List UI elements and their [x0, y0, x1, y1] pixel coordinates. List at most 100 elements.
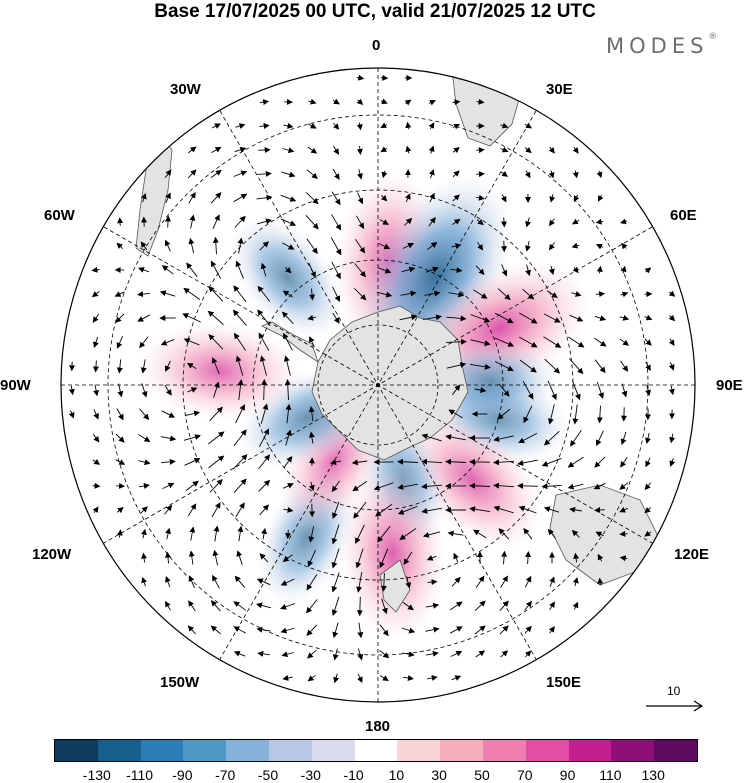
wind-vector-396 — [619, 530, 628, 537]
wind-vector-479 — [379, 649, 390, 659]
wind-vector-466 — [401, 627, 416, 634]
colorbar-tick-label: 50 — [474, 767, 490, 783]
wind-vector-230 — [446, 362, 467, 369]
wind-vector-154 — [137, 291, 151, 298]
wind-vector-296 — [543, 430, 560, 446]
wind-vector-399 — [164, 551, 171, 564]
wind-vector-58 — [476, 171, 485, 178]
wind-vector-277 — [596, 405, 603, 424]
wind-vector-61 — [548, 170, 555, 179]
wind-vector-303 — [115, 459, 126, 465]
wind-vector-197 — [619, 314, 630, 321]
wind-vector-188 — [399, 314, 418, 321]
antarctic-peninsula — [261, 321, 319, 363]
wind-vector-40 — [476, 147, 485, 154]
wind-vector-167 — [448, 291, 465, 298]
wind-vector-19 — [332, 122, 340, 130]
wind-vector-383 — [308, 526, 315, 543]
wind-vector-131 — [161, 265, 174, 275]
wind-vector-71 — [305, 192, 319, 205]
colorbar-swatch-2 — [97, 740, 141, 761]
colorbar-swatch-12 — [525, 740, 569, 761]
wind-vector-349 — [619, 482, 629, 490]
wind-vector-112 — [259, 241, 270, 251]
wind-vector-483 — [475, 650, 486, 658]
wind-vector-14 — [211, 123, 221, 129]
wind-vector-203 — [160, 338, 175, 346]
wind-vector-79 — [500, 194, 507, 203]
wind-vector-290 — [308, 431, 315, 444]
colorbar-swatch-4 — [183, 740, 227, 761]
wind-vector-53 — [357, 169, 363, 180]
wind-vector-7 — [332, 98, 340, 105]
wind-vector-196 — [594, 315, 607, 321]
wind-vector-433 — [475, 575, 485, 588]
wind-vector-130 — [138, 267, 150, 273]
wind-vector-456 — [572, 601, 579, 610]
wind-vector-473 — [233, 650, 246, 657]
polar-stereographic-map[interactable] — [0, 0, 750, 740]
wind-vector-452 — [474, 600, 486, 612]
wind-vector-446 — [331, 596, 340, 616]
wind-vector-356 — [211, 502, 221, 518]
wind-vector-126 — [595, 243, 604, 250]
wind-vector-418 — [619, 555, 628, 562]
wind-vector-247 — [237, 379, 244, 400]
wind-vector-493 — [451, 675, 462, 681]
wind-vector-240 — [68, 385, 75, 396]
wind-vector-228 — [259, 355, 267, 376]
wind-vector-261 — [93, 409, 99, 420]
wind-vector-316 — [421, 458, 443, 465]
wind-vector-4 — [259, 99, 270, 106]
wind-vector-284 — [160, 435, 177, 442]
wind-vector-405 — [307, 549, 317, 568]
wind-vector-409 — [403, 551, 413, 565]
wind-vector-283 — [138, 434, 151, 443]
wind-vector-92 — [305, 214, 319, 230]
wind-vector-329 — [139, 483, 150, 489]
wind-vector-307 — [208, 455, 225, 469]
wind-vector-30 — [234, 146, 247, 153]
wind-vector-18 — [307, 123, 317, 129]
wind-vector-288 — [259, 428, 270, 448]
wind-vector-392 — [523, 528, 533, 540]
wind-vector-421 — [188, 575, 195, 588]
wind-vector-193 — [519, 312, 538, 324]
wind-vector-401 — [212, 549, 219, 566]
wind-vector-248 — [261, 379, 268, 401]
wind-vector-327 — [92, 482, 101, 489]
wind-vector-268 — [260, 403, 269, 424]
wind-vector-8 — [356, 98, 364, 105]
anomaly-center-8 — [339, 466, 446, 641]
wind-vector-210 — [445, 338, 467, 345]
wind-vector-150 — [620, 265, 627, 274]
land-layer — [135, 69, 661, 613]
wind-vector-442 — [233, 601, 247, 611]
wind-vector-372 — [594, 507, 605, 513]
lon-label-120w: 120W — [32, 546, 72, 563]
wind-vector-153 — [114, 291, 125, 297]
wind-vector-214 — [543, 336, 562, 348]
wind-vector-388 — [422, 531, 441, 538]
wind-vector-45 — [164, 169, 172, 179]
wind-vector-354 — [164, 504, 173, 515]
wind-vector-241 — [93, 384, 100, 397]
wind-vector-190 — [446, 315, 467, 322]
wind-vector-159 — [257, 285, 271, 302]
wind-vector-351 — [92, 506, 99, 514]
wind-vector-152 — [91, 291, 100, 298]
wind-vector-215 — [568, 336, 585, 348]
wind-vector-227 — [235, 355, 244, 376]
lon-label-150w: 150W — [160, 674, 200, 691]
wind-vector-223 — [140, 359, 147, 374]
wind-vector-234 — [544, 358, 561, 374]
wind-vector-69 — [256, 194, 273, 201]
wind-vector-476 — [307, 649, 317, 659]
map-title: Base 17/07/2025 00 UTC, valid 21/07/2025… — [154, 1, 596, 22]
wind-vector-336 — [308, 481, 315, 492]
wind-vector-120 — [451, 243, 462, 250]
wind-vector-298 — [596, 430, 604, 447]
wind-vector-170 — [522, 288, 535, 300]
wind-vector-273 — [497, 408, 511, 420]
brand-logo: MODES® — [606, 32, 717, 58]
